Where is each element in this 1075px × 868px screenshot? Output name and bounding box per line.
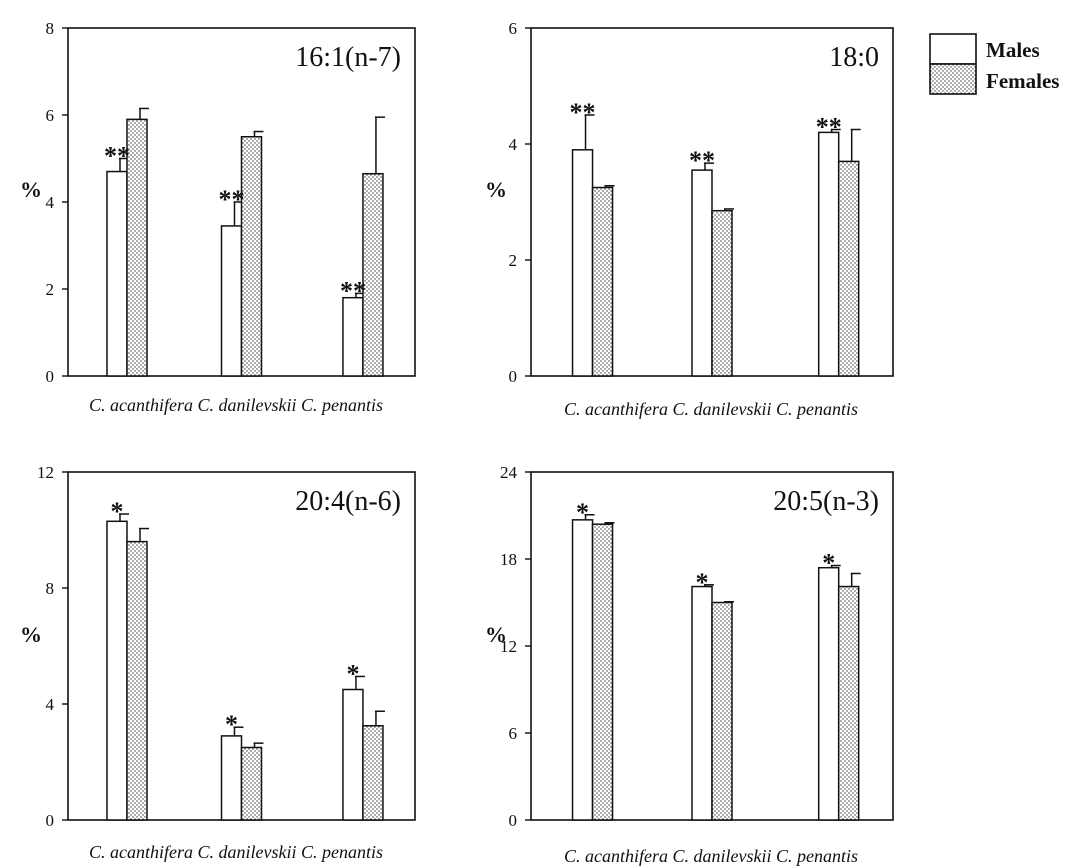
bar-females-1	[126, 118, 148, 377]
chart-panel-2: 0 2 4 6% 18:0 ** ** ** C. acanthifera C. danilev…	[485, 19, 894, 419]
y-tick-label: 12	[500, 637, 517, 656]
category-labels: C. acanthifera C. danilevskii C. penanti…	[564, 846, 858, 866]
y-tick-label: 0	[46, 367, 55, 386]
y-tick-label: 12	[37, 463, 54, 482]
bar-females-2	[711, 601, 733, 821]
y-axis-label: %	[20, 177, 42, 202]
panel-title: 20:4(n-6)	[295, 486, 401, 517]
legend-swatch-females	[929, 63, 977, 95]
bar-females-1	[591, 186, 614, 377]
y-tick-label: 6	[509, 724, 518, 743]
bar-females-1	[126, 540, 148, 821]
y-tick-label: 8	[46, 19, 55, 38]
y-tick-label: 6	[46, 106, 55, 125]
legend: Males Females	[929, 33, 1059, 95]
significance-marker: **	[816, 113, 842, 142]
bar-females-3	[837, 160, 860, 377]
y-tick-label: 2	[509, 251, 518, 270]
bar-males-3	[342, 688, 364, 821]
significance-marker: **	[570, 98, 596, 127]
panel-title: 20:5(n-3)	[773, 486, 879, 517]
bar-females-2	[711, 209, 733, 377]
category-labels: C. acanthifera C. danilevskii C. penanti…	[89, 842, 383, 862]
bar-males-2	[691, 169, 713, 377]
bar-males-1	[571, 149, 594, 377]
bar-males-1	[106, 520, 128, 821]
significance-marker: *	[346, 659, 359, 688]
significance-marker: **	[104, 142, 130, 171]
significance-marker: *	[110, 497, 123, 526]
y-tick-label: 8	[46, 579, 55, 598]
y-tick-label: 0	[509, 367, 518, 386]
bar-males-3	[817, 566, 840, 821]
y-tick-label: 4	[509, 135, 518, 154]
y-tick-label: 0	[46, 811, 55, 830]
bar-males-2	[220, 225, 243, 377]
y-tick-label: 2	[46, 280, 55, 299]
significance-marker: **	[219, 185, 245, 214]
chart-panel-3: 0 4 8 12% 20:4(n-6) * * * C. acanthifera C. dani…	[20, 463, 416, 862]
panel-title: 18:0	[829, 42, 879, 73]
chart-panel-4: 0 6 12 18 24% 20:5(n-3) * * * C. acanthifera C. d…	[485, 463, 894, 866]
significance-marker: *	[225, 710, 238, 739]
y-axis-label: %	[485, 177, 507, 202]
significance-marker: **	[340, 276, 366, 305]
category-labels: C. acanthifera C. danilevskii C. penanti…	[564, 399, 858, 419]
significance-marker: *	[696, 568, 709, 597]
y-tick-label: 4	[46, 193, 55, 212]
bar-females-3	[837, 585, 860, 821]
bar-males-1	[106, 170, 128, 377]
bar-males-2	[220, 735, 243, 821]
category-labels: C. acanthifera C. danilevskii C. penanti…	[89, 395, 383, 415]
bar-females-3	[362, 725, 384, 821]
bar-females-2	[240, 746, 263, 821]
bar-males-3	[817, 131, 840, 377]
y-tick-label: 6	[509, 19, 518, 38]
bar-males-3	[342, 296, 364, 377]
legend-label-females: Females	[986, 69, 1059, 93]
y-axis-label: %	[485, 622, 507, 647]
y-tick-label: 4	[46, 695, 55, 714]
significance-marker: **	[689, 146, 715, 175]
legend-swatch-males	[929, 33, 977, 65]
bar-males-2	[691, 585, 713, 821]
y-axis-label: %	[20, 622, 42, 647]
significance-marker: *	[576, 498, 589, 527]
significance-marker: *	[822, 549, 835, 578]
bar-females-1	[591, 523, 614, 821]
bar-females-3	[362, 172, 384, 377]
bar-males-1	[571, 519, 594, 821]
panel-title: 16:1(n-7)	[295, 42, 401, 73]
y-tick-label: 18	[500, 550, 517, 569]
legend-label-males: Males	[986, 38, 1040, 62]
y-tick-label: 0	[509, 811, 518, 830]
y-tick-label: 24	[500, 463, 518, 482]
chart-panel-1: 0 2 4 6 8% 16:1(n-7) ** ** ** C. acanthifera C. d…	[20, 19, 416, 415]
bar-females-2	[240, 136, 263, 377]
